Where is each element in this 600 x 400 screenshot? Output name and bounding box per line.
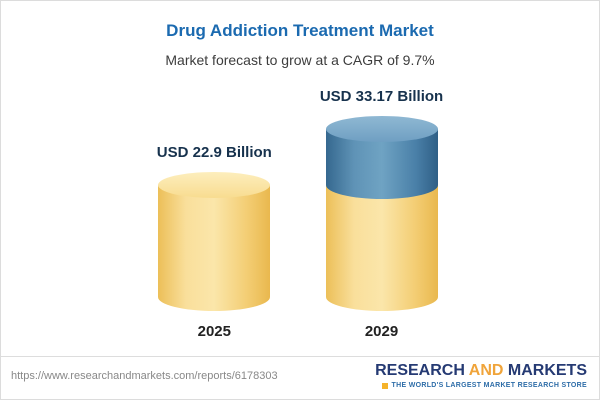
cylinder-2025-top-cap [158, 172, 271, 199]
logo-wordmark: RESEARCH AND MARKETS [375, 362, 587, 380]
chart-header: Drug Addiction Treatment Market Market f… [1, 1, 599, 68]
chart-title: Drug Addiction Treatment Market [166, 21, 434, 40]
value-label-2025: USD 22.9 Billion [156, 144, 272, 162]
researchandmarkets-logo: RESEARCH AND MARKETS THE WORLD'S LARGEST… [375, 362, 587, 389]
logo-tagline: THE WORLD'S LARGEST MARKET RESEARCH STOR… [391, 382, 587, 389]
logo-word-and: AND [468, 362, 504, 380]
bar-column-2025: USD 22.9 Billion 2025 [157, 144, 272, 340]
cylinder-2025 [158, 172, 271, 312]
chart-plot-area: USD 22.9 Billion 2025 USD 33.17 Billion … [1, 68, 599, 356]
report-url: https://www.researchandmarkets.com/repor… [11, 370, 278, 383]
bar-column-2029: USD 33.17 Billion 2029 [320, 88, 443, 340]
footer: https://www.researchandmarkets.com/repor… [1, 356, 599, 399]
cylinder-2025-body [158, 185, 271, 312]
cylinder-2029-top-cap [325, 116, 438, 143]
chart-subtitle: Market forecast to grow at a CAGR of 9.7… [165, 52, 435, 68]
cylinder-2029-base-segment [325, 185, 438, 312]
logo-tagline-row: THE WORLD'S LARGEST MARKET RESEARCH STOR… [375, 382, 587, 389]
gold-square-icon [381, 382, 388, 389]
logo-word-research: RESEARCH [375, 362, 465, 380]
cylinder-2029 [325, 116, 438, 312]
logo-word-markets: MARKETS [507, 362, 587, 380]
value-label-2029: USD 33.17 Billion [319, 88, 444, 106]
year-label-2029: 2029 [364, 323, 399, 341]
year-label-2025: 2025 [197, 323, 231, 341]
